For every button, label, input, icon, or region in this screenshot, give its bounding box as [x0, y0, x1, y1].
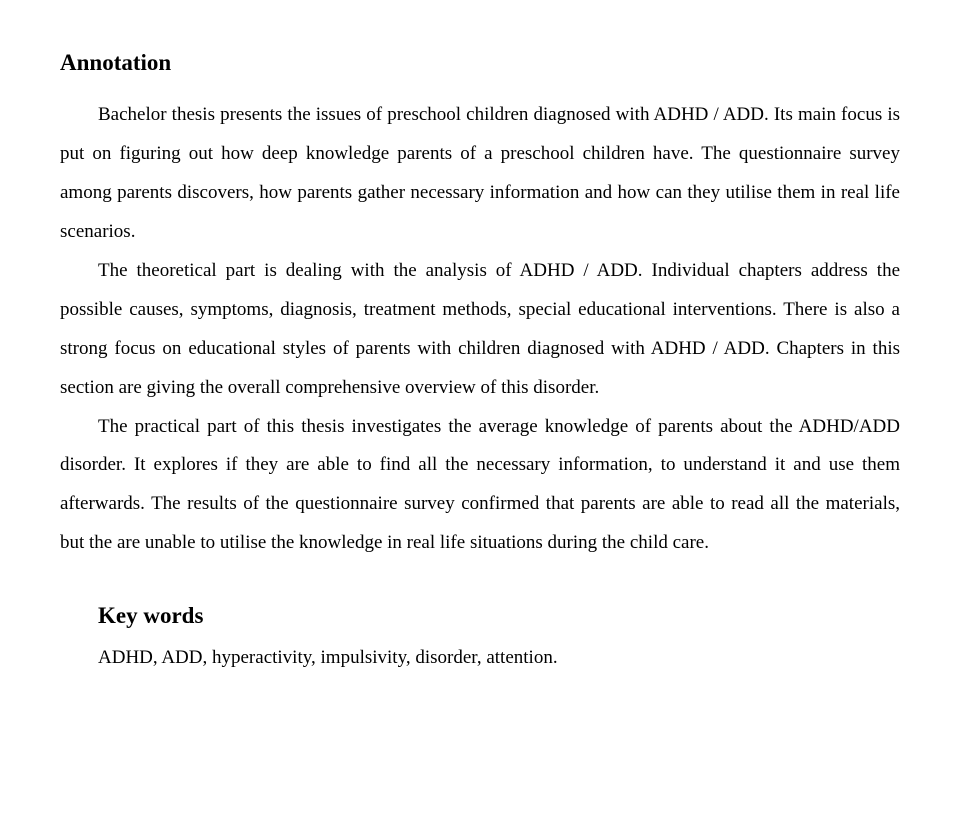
paragraph-2: The theoretical part is dealing with the…	[60, 252, 900, 408]
paragraph-1: Bachelor thesis presents the issues of p…	[60, 96, 900, 252]
body-paragraphs: Bachelor thesis presents the issues of p…	[60, 96, 900, 563]
paragraph-3: The practical part of this thesis invest…	[60, 408, 900, 564]
annotation-heading: Annotation	[60, 50, 900, 76]
keywords-text: ADHD, ADD, hyperactivity, impulsivity, d…	[60, 647, 900, 669]
keywords-heading: Key words	[60, 603, 900, 629]
